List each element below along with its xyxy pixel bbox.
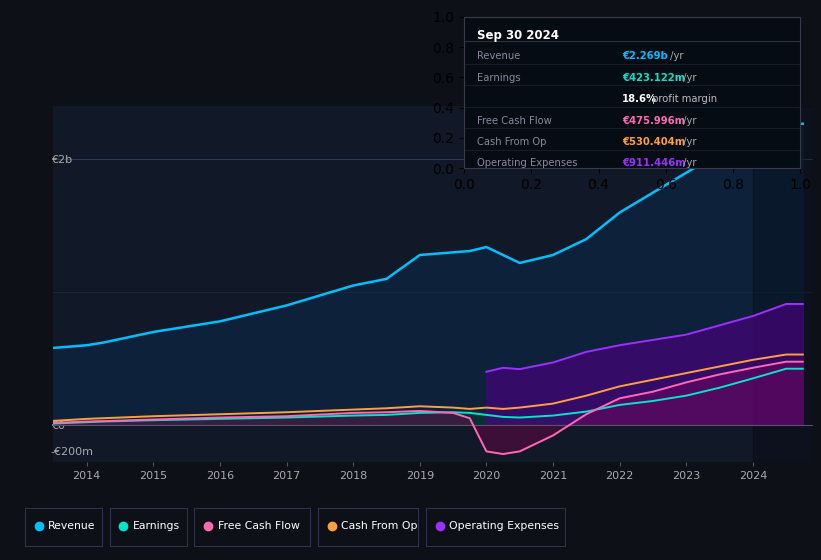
Text: profit margin: profit margin bbox=[649, 94, 717, 104]
Text: Free Cash Flow: Free Cash Flow bbox=[218, 521, 300, 531]
Text: Operating Expenses: Operating Expenses bbox=[477, 158, 578, 169]
Text: Earnings: Earnings bbox=[477, 73, 521, 82]
Text: €423.122m: €423.122m bbox=[622, 73, 686, 82]
Text: Revenue: Revenue bbox=[48, 521, 95, 531]
Text: Cash From Op: Cash From Op bbox=[341, 521, 418, 531]
Text: /yr: /yr bbox=[680, 73, 696, 82]
Text: /yr: /yr bbox=[667, 51, 683, 61]
Text: Free Cash Flow: Free Cash Flow bbox=[477, 115, 552, 125]
Text: Operating Expenses: Operating Expenses bbox=[449, 521, 559, 531]
Text: Sep 30 2024: Sep 30 2024 bbox=[477, 29, 559, 42]
Text: €2.269b: €2.269b bbox=[622, 51, 667, 61]
Text: Earnings: Earnings bbox=[133, 521, 180, 531]
Text: /yr: /yr bbox=[680, 115, 696, 125]
Text: 18.6%: 18.6% bbox=[622, 94, 657, 104]
Text: €475.996m: €475.996m bbox=[622, 115, 686, 125]
Bar bbox=[753, 106, 813, 462]
Text: /yr: /yr bbox=[680, 137, 696, 147]
Text: Revenue: Revenue bbox=[477, 51, 521, 61]
Text: €530.404m: €530.404m bbox=[622, 137, 686, 147]
Text: €911.446m: €911.446m bbox=[622, 158, 686, 169]
Text: /yr: /yr bbox=[680, 158, 696, 169]
Text: Cash From Op: Cash From Op bbox=[477, 137, 547, 147]
